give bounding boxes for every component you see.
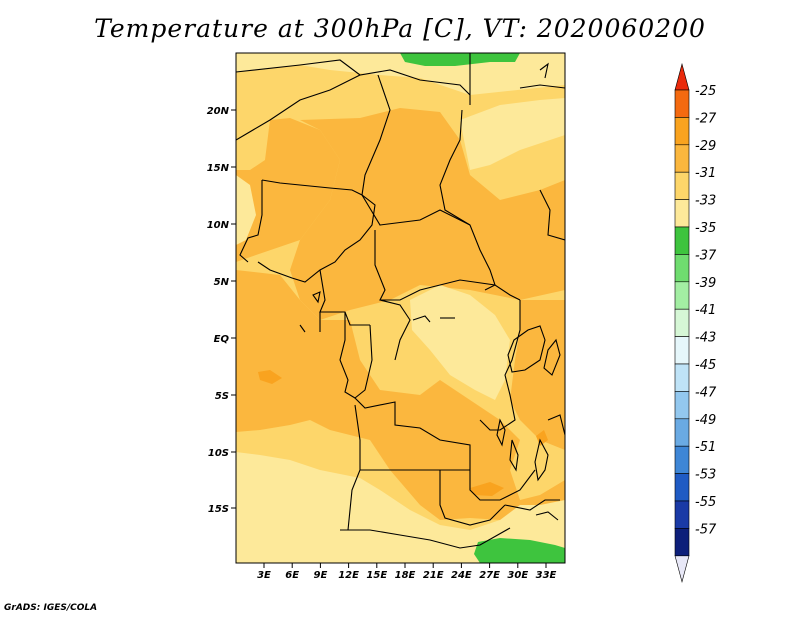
map-title: Temperature at 300hPa [C], VT: 202006020…	[94, 14, 706, 43]
temp-field-m29-m27	[258, 370, 282, 384]
lon-tick-label: 18E	[395, 570, 416, 581]
temp-field-m35-m33	[236, 452, 565, 563]
colorbar-segment	[674, 89, 690, 118]
lon-tick-label: 27E	[479, 570, 500, 581]
lon-tick-label: 9E	[314, 570, 328, 581]
lat-tick-label: 5S	[215, 391, 229, 402]
colorbar-label: -47	[695, 385, 717, 400]
colorbar-segment	[674, 473, 690, 502]
temp-field-m31-m29	[290, 108, 565, 320]
colorbar-top-arrow	[674, 62, 690, 91]
lat-tick-label: 15N	[207, 163, 230, 174]
map-panel	[236, 53, 565, 563]
colorbar-label: -53	[695, 468, 716, 483]
lat-tick-label: 5N	[214, 277, 230, 288]
temp-field-m31-m29	[236, 118, 340, 262]
colorbar-segment	[674, 336, 690, 365]
lat-tick-label: EQ	[214, 334, 230, 345]
colorbar-label: -51	[695, 440, 716, 455]
colorbar-segment	[674, 171, 690, 200]
lon-tick-label: 3E	[257, 570, 271, 581]
lon-tick-label: 21E	[423, 570, 444, 581]
temp-field-m35-m33	[410, 285, 510, 400]
colorbar-label: -35	[695, 221, 716, 236]
colorbar-label: -37	[695, 248, 717, 263]
longitude-axis: 3E 6E 9E 12E 15E 18E 21E 24E 27E 30E 33E	[257, 563, 557, 581]
colorbar-label: -27	[695, 111, 717, 126]
colorbar-label: -39	[695, 276, 716, 291]
software-credit: GrADS: IGES/COLA	[4, 603, 98, 613]
colorbar-label: -33	[695, 194, 716, 209]
latitude-axis: 20N 15N 10N 5N EQ 5S 10S 15S	[207, 106, 236, 515]
temp-field-m31-m29	[510, 300, 565, 450]
country-borders	[236, 53, 565, 549]
colorbar-segment	[674, 445, 690, 474]
colorbar: -25 -27 -29 -31 -33 -35 -37 -39 -41 -43 -45 -47 -49 -…	[674, 62, 717, 583]
map-frame	[235, 52, 566, 564]
colorbar-label: -43	[695, 331, 716, 346]
colorbar-label: -41	[695, 303, 716, 318]
colorbar-bottom-arrow	[674, 555, 690, 583]
lon-tick-label: 24E	[451, 570, 472, 581]
lat-tick-label: 10S	[208, 448, 229, 459]
lat-tick-label: 20N	[207, 106, 230, 117]
colorbar-segment	[674, 226, 690, 255]
lon-tick-label: 33E	[536, 570, 557, 581]
colorbar-segment	[674, 199, 690, 228]
lon-tick-label: 30E	[507, 570, 528, 581]
colorbar-segment	[674, 281, 690, 310]
temp-field-m31-m29	[236, 270, 565, 525]
colorbar-segment	[674, 391, 690, 420]
colorbar-label: -25	[695, 84, 716, 99]
colorbar-segment	[674, 500, 690, 529]
temp-field-m37-m35	[474, 538, 565, 563]
lat-tick-label: 10N	[207, 220, 230, 231]
colorbar-segment	[674, 418, 690, 447]
temp-field-m37-m35	[400, 53, 520, 66]
lon-tick-label: 15E	[366, 570, 387, 581]
lon-tick-label: 6E	[285, 570, 299, 581]
colorbar-label: -57	[695, 522, 717, 537]
colorbar-segment	[674, 308, 690, 337]
colorbar-segment	[674, 117, 690, 146]
colorbar-label: -29	[695, 139, 716, 154]
lon-tick-label: 12E	[338, 570, 359, 581]
colorbar-segment	[674, 528, 690, 557]
colorbar-segment	[674, 144, 690, 173]
colorbar-label: -49	[695, 413, 716, 428]
colorbar-label: -55	[695, 495, 716, 510]
colorbar-label: -45	[695, 358, 716, 373]
lat-tick-label: 15S	[208, 504, 229, 515]
temp-field-m29-m27	[470, 482, 504, 496]
colorbar-segment	[674, 363, 690, 392]
temp-field-m35-m33	[460, 98, 565, 170]
colorbar-segment	[674, 254, 690, 283]
temp-field-m35-m33	[236, 175, 256, 245]
colorbar-label: -31	[695, 166, 716, 181]
